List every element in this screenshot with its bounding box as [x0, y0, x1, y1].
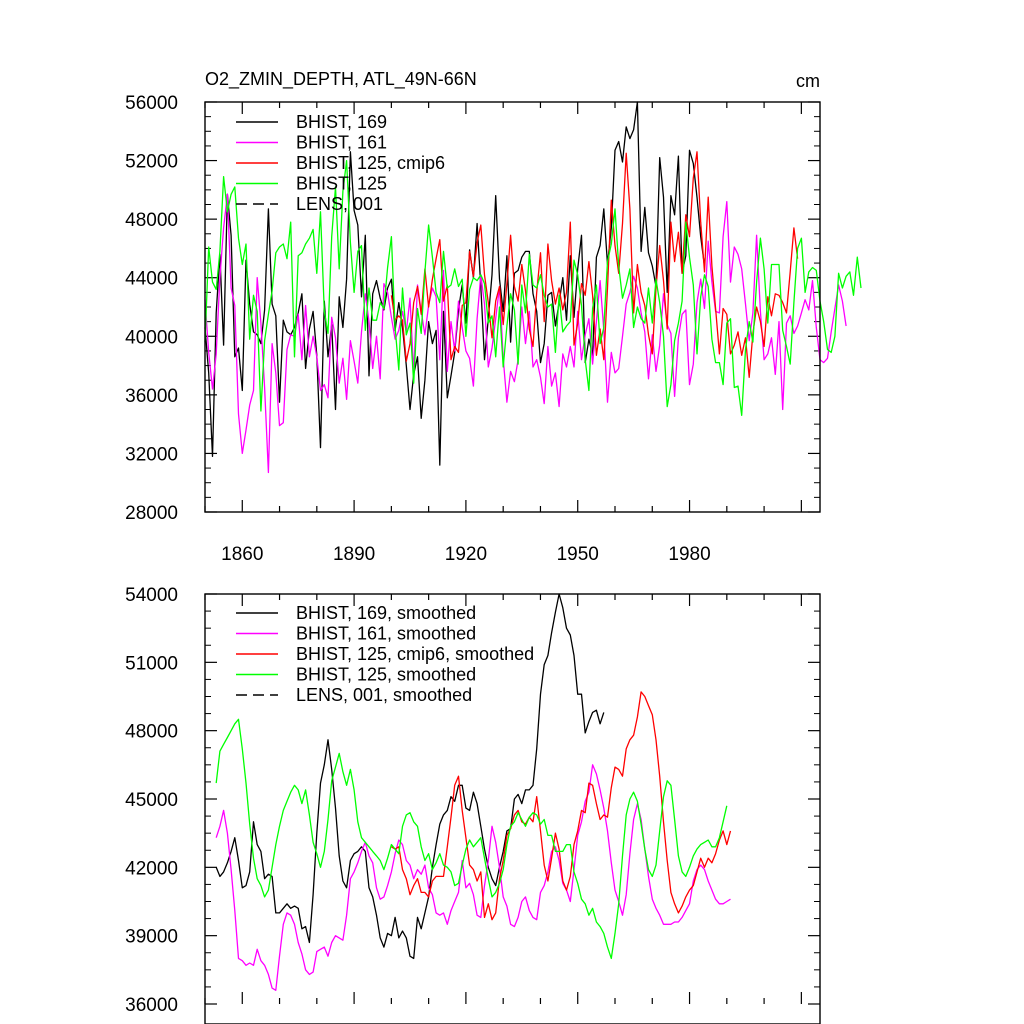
y-tick-label: 45000: [125, 790, 178, 811]
top-plot-frame: [204, 101, 821, 513]
x-tick-label: 1890: [333, 544, 375, 565]
y-tick-label: 42000: [125, 858, 178, 879]
y-tick-label: 51000: [125, 653, 178, 674]
y-tick-label: 36000: [125, 995, 178, 1016]
x-tick-label: 1980: [668, 544, 710, 565]
series-line-4: [204, 159, 862, 417]
y-tick-label: 52000: [125, 152, 178, 173]
series-line-1: [215, 593, 605, 960]
bottom-panel: 36000 39000 42000 45000 48000 51000 54000 BHIS…: [125, 585, 821, 1024]
y-tick-label: 56000: [125, 93, 178, 114]
y-tick-label: 48000: [125, 722, 178, 743]
series-line-2: [204, 193, 847, 474]
y-tick-label: 39000: [125, 927, 178, 948]
legend-label: BHIST, 161, smoothed: [296, 624, 476, 644]
legend-label: BHIST, 125, cmip6, smoothed: [296, 644, 534, 664]
top-panel: O2_ZMIN_DEPTH, ATL_49N-66N cm 28000 32000…: [125, 69, 862, 565]
series-line-3: [391, 691, 732, 921]
y-tick-label: 28000: [125, 503, 178, 524]
top-chart-units: cm: [796, 71, 820, 91]
x-tick-label: 1950: [557, 544, 599, 565]
legend-label: BHIST, 125, cmip6: [296, 153, 445, 173]
series-line-2: [215, 764, 731, 991]
y-tick-label: 40000: [125, 327, 178, 348]
legend-label: LENS, 001: [296, 194, 383, 214]
series-line-3: [390, 151, 799, 378]
legend-label: BHIST, 125, smoothed: [296, 665, 476, 685]
top-chart-title: O2_ZMIN_DEPTH, ATL_49N-66N: [205, 69, 477, 90]
legend-label: BHIST, 125: [296, 174, 387, 194]
x-tick-label: 1920: [445, 544, 487, 565]
x-tick-label: 1860: [221, 544, 263, 565]
y-tick-label: 36000: [125, 386, 178, 407]
series-line-1: [204, 101, 706, 466]
legend-label: BHIST, 169, smoothed: [296, 603, 476, 623]
legend-label: BHIST, 169: [296, 112, 387, 132]
y-tick-label: 44000: [125, 269, 178, 290]
legend-label: LENS, 001, smoothed: [296, 685, 472, 705]
bottom-plot-frame: [204, 593, 821, 1024]
series-line-4: [215, 718, 728, 960]
y-tick-label: 48000: [125, 210, 178, 231]
y-tick-label: 54000: [125, 585, 178, 606]
y-tick-label: 32000: [125, 444, 178, 465]
legend-label: BHIST, 161: [296, 133, 387, 153]
